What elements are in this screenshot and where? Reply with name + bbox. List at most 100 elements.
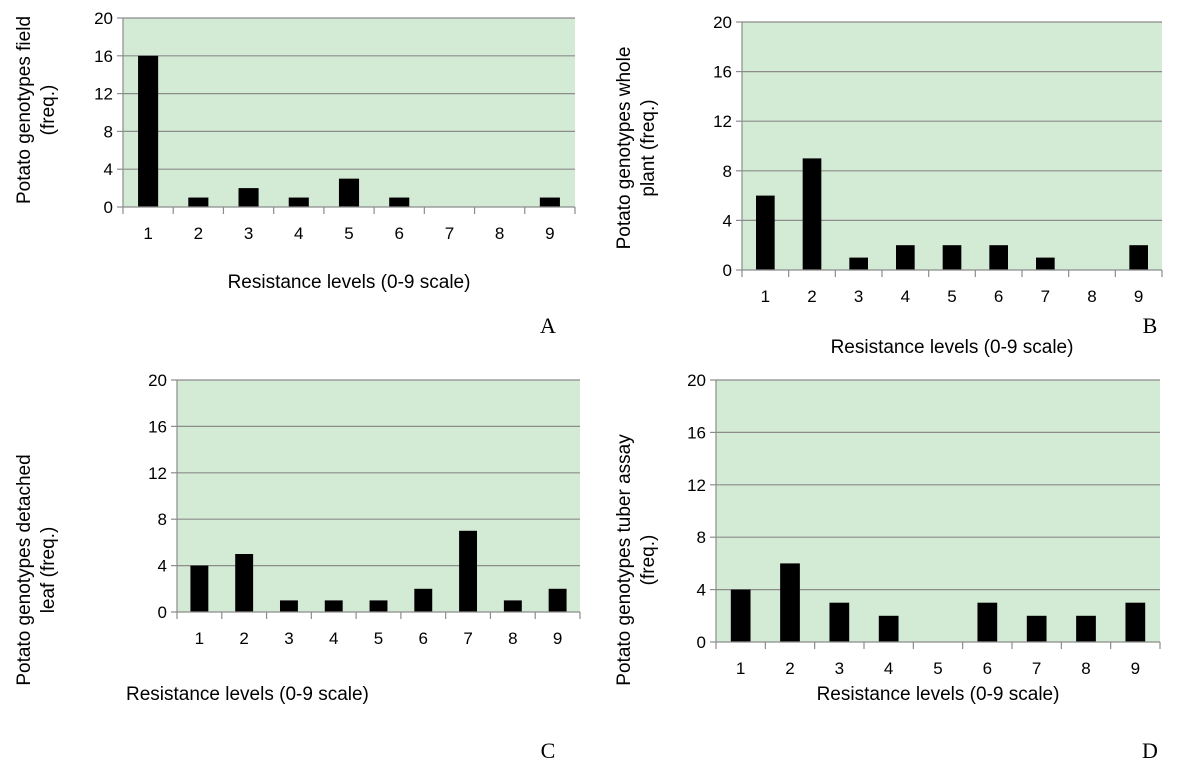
y-tick-label: 12 (148, 464, 167, 483)
y-tick-label: 12 (94, 85, 113, 104)
y-tick-label: 12 (687, 476, 706, 495)
bar (389, 197, 410, 207)
y-tick-label: 4 (104, 160, 113, 179)
x-tick-label: 5 (344, 224, 353, 243)
y-tick-label: 0 (158, 603, 167, 622)
bar (138, 55, 159, 207)
y-tick-label: 0 (104, 198, 113, 217)
x-tick-label: 9 (1131, 659, 1140, 678)
bar (338, 178, 360, 207)
x-tick-label: 5 (374, 629, 383, 648)
y-tick-label: 16 (94, 47, 113, 66)
x-axis-label: Resistance levels (0-9 scale) (228, 272, 471, 293)
x-tick-label: 7 (445, 224, 454, 243)
bar (190, 565, 209, 612)
y-tick-label: 16 (713, 63, 732, 82)
x-tick-label: 3 (244, 224, 253, 243)
bar (279, 600, 298, 612)
bar (1026, 615, 1047, 642)
bar (238, 188, 259, 207)
y-axis-label: Potato genotypes whole plant (freq.) (614, 47, 659, 250)
bar (802, 158, 822, 270)
y-tick-label: 12 (713, 112, 732, 131)
bar (369, 600, 388, 612)
x-tick-label: 2 (785, 659, 794, 678)
y-tick-label: 20 (94, 9, 113, 28)
x-tick-label: 5 (947, 287, 956, 306)
bar (989, 245, 1008, 270)
bar (780, 563, 800, 642)
bar (878, 615, 899, 642)
y-axis-label-line: (freq.) (638, 535, 659, 586)
x-tick-label: 9 (553, 629, 562, 648)
y-axis-label-line: leaf (freq.) (38, 527, 59, 614)
x-tick-label: 4 (884, 659, 893, 678)
panel-letter: A (540, 313, 556, 338)
x-tick-label: 3 (854, 287, 863, 306)
y-tick-label: 8 (723, 162, 732, 181)
bar (1076, 615, 1096, 642)
bar (977, 602, 998, 642)
x-axis-label: Resistance levels (0-9 scale) (831, 337, 1074, 358)
y-axis-label-line: plant (freq.) (638, 99, 659, 196)
y-axis-label-line: Potato genotypes detached (14, 454, 35, 685)
bar (324, 600, 343, 612)
y-tick-label: 20 (148, 371, 167, 390)
x-tick-label: 3 (284, 629, 293, 648)
x-tick-label: 6 (994, 287, 1003, 306)
y-axis-label: Potato genotypes field (freq.) (14, 16, 59, 204)
y-axis-label: Potato genotypes detached leaf (freq.) (14, 454, 59, 685)
x-tick-label: 7 (463, 629, 472, 648)
y-tick-label: 16 (148, 417, 167, 436)
y-axis-label-line: (freq.) (38, 85, 59, 136)
x-tick-label: 2 (194, 224, 203, 243)
x-tick-label: 8 (1087, 287, 1096, 306)
x-tick-label: 7 (1041, 287, 1050, 306)
bar (459, 530, 478, 612)
x-tick-label: 3 (835, 659, 844, 678)
x-tick-label: 4 (901, 287, 910, 306)
x-tick-label: 1 (195, 629, 204, 648)
y-axis-label: Potato genotypes tuber assay (freq.) (614, 434, 659, 686)
y-axis-label-line: Potato genotypes whole (614, 47, 635, 250)
bar (188, 197, 209, 207)
x-tick-label: 8 (508, 629, 517, 648)
y-tick-label: 20 (687, 371, 706, 390)
x-tick-label: 1 (761, 287, 770, 306)
bar (1125, 602, 1146, 642)
panel-letter: B (1143, 313, 1158, 338)
x-tick-label: 9 (545, 224, 554, 243)
x-tick-label: 2 (807, 287, 816, 306)
y-tick-label: 8 (104, 122, 113, 141)
bar (896, 245, 915, 270)
x-tick-label: 2 (239, 629, 248, 648)
bar (829, 602, 850, 642)
panel-letter: C (541, 738, 556, 763)
y-tick-label: 16 (687, 423, 706, 442)
y-tick-label: 4 (697, 581, 706, 600)
x-tick-label: 9 (1134, 287, 1143, 306)
y-tick-label: 0 (697, 633, 706, 652)
x-tick-label: 1 (736, 659, 745, 678)
y-tick-label: 0 (723, 261, 732, 280)
bar (503, 600, 522, 612)
y-tick-label: 20 (713, 13, 732, 32)
x-tick-label: 4 (329, 629, 338, 648)
bar (1129, 245, 1148, 270)
x-tick-label: 4 (294, 224, 303, 243)
x-tick-label: 6 (394, 224, 403, 243)
y-tick-label: 8 (697, 528, 706, 547)
x-tick-label: 1 (143, 224, 152, 243)
x-axis-label: Resistance levels (0-9 scale) (126, 684, 369, 705)
x-tick-label: 8 (495, 224, 504, 243)
y-tick-label: 8 (158, 510, 167, 529)
y-axis-label-line: Potato genotypes tuber assay (614, 434, 635, 686)
bar (235, 554, 254, 612)
panel-letter: D (1142, 738, 1158, 763)
x-tick-label: 5 (933, 659, 942, 678)
y-tick-label: 4 (158, 557, 167, 576)
